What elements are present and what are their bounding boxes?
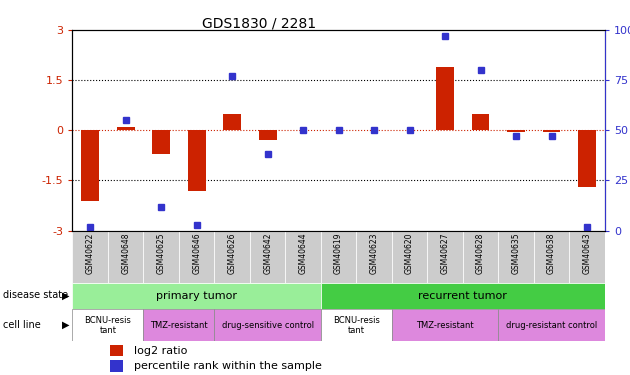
Bar [498, 309, 605, 341]
Text: GSM40642: GSM40642 [263, 232, 272, 274]
Bar [72, 309, 144, 341]
Bar [144, 309, 214, 341]
Text: GDS1830 / 2281: GDS1830 / 2281 [202, 17, 316, 31]
Bar [498, 231, 534, 283]
Text: TMZ-resistant: TMZ-resistant [416, 321, 474, 330]
Text: ▶: ▶ [62, 320, 69, 330]
Bar [179, 231, 214, 283]
Bar [321, 283, 605, 309]
Text: log2 ratio: log2 ratio [134, 346, 187, 356]
Bar [472, 114, 490, 130]
Bar [534, 231, 570, 283]
Bar [463, 231, 498, 283]
Bar [214, 231, 250, 283]
Text: GSM40635: GSM40635 [512, 232, 520, 274]
Text: BCNU-resis
tant: BCNU-resis tant [333, 316, 380, 335]
Text: percentile rank within the sample: percentile rank within the sample [134, 361, 321, 371]
Bar [542, 130, 561, 132]
Text: GSM40625: GSM40625 [157, 232, 166, 274]
Text: GSM40620: GSM40620 [405, 232, 414, 274]
Bar [436, 67, 454, 130]
Bar [321, 309, 392, 341]
Text: drug-sensitive control: drug-sensitive control [222, 321, 314, 330]
Bar [250, 231, 285, 283]
Bar [144, 231, 179, 283]
Bar [72, 283, 321, 309]
Bar [285, 231, 321, 283]
Text: GSM40619: GSM40619 [334, 232, 343, 274]
Bar [427, 231, 463, 283]
Text: recurrent tumor: recurrent tumor [418, 291, 507, 301]
Text: TMZ-resistant: TMZ-resistant [150, 321, 208, 330]
Text: BCNU-resis
tant: BCNU-resis tant [84, 316, 132, 335]
Bar [392, 231, 427, 283]
Bar [570, 231, 605, 283]
Text: drug-resistant control: drug-resistant control [506, 321, 597, 330]
Bar [188, 130, 205, 190]
Bar [110, 345, 123, 356]
Bar [72, 231, 108, 283]
Bar [357, 231, 392, 283]
Text: GSM40646: GSM40646 [192, 232, 201, 274]
Text: GSM40648: GSM40648 [121, 232, 130, 274]
Bar [507, 130, 525, 132]
Bar [108, 231, 144, 283]
Bar [117, 127, 135, 130]
Text: ▶: ▶ [62, 291, 69, 300]
Text: GSM40628: GSM40628 [476, 232, 485, 274]
Text: GSM40623: GSM40623 [370, 232, 379, 274]
Bar [152, 130, 170, 154]
Text: GSM40627: GSM40627 [440, 232, 450, 274]
Text: GSM40644: GSM40644 [299, 232, 307, 274]
Bar [223, 114, 241, 130]
Text: GSM40643: GSM40643 [583, 232, 592, 274]
Text: disease state: disease state [3, 291, 68, 300]
Bar [110, 360, 123, 372]
Bar [578, 130, 596, 187]
Bar [259, 130, 277, 140]
Text: GSM40626: GSM40626 [227, 232, 237, 274]
Text: primary tumor: primary tumor [156, 291, 237, 301]
Bar [392, 309, 498, 341]
Text: cell line: cell line [3, 320, 41, 330]
Bar [214, 309, 321, 341]
Text: GSM40638: GSM40638 [547, 232, 556, 274]
Bar [321, 231, 357, 283]
Text: GSM40622: GSM40622 [86, 232, 94, 274]
Bar [81, 130, 99, 201]
